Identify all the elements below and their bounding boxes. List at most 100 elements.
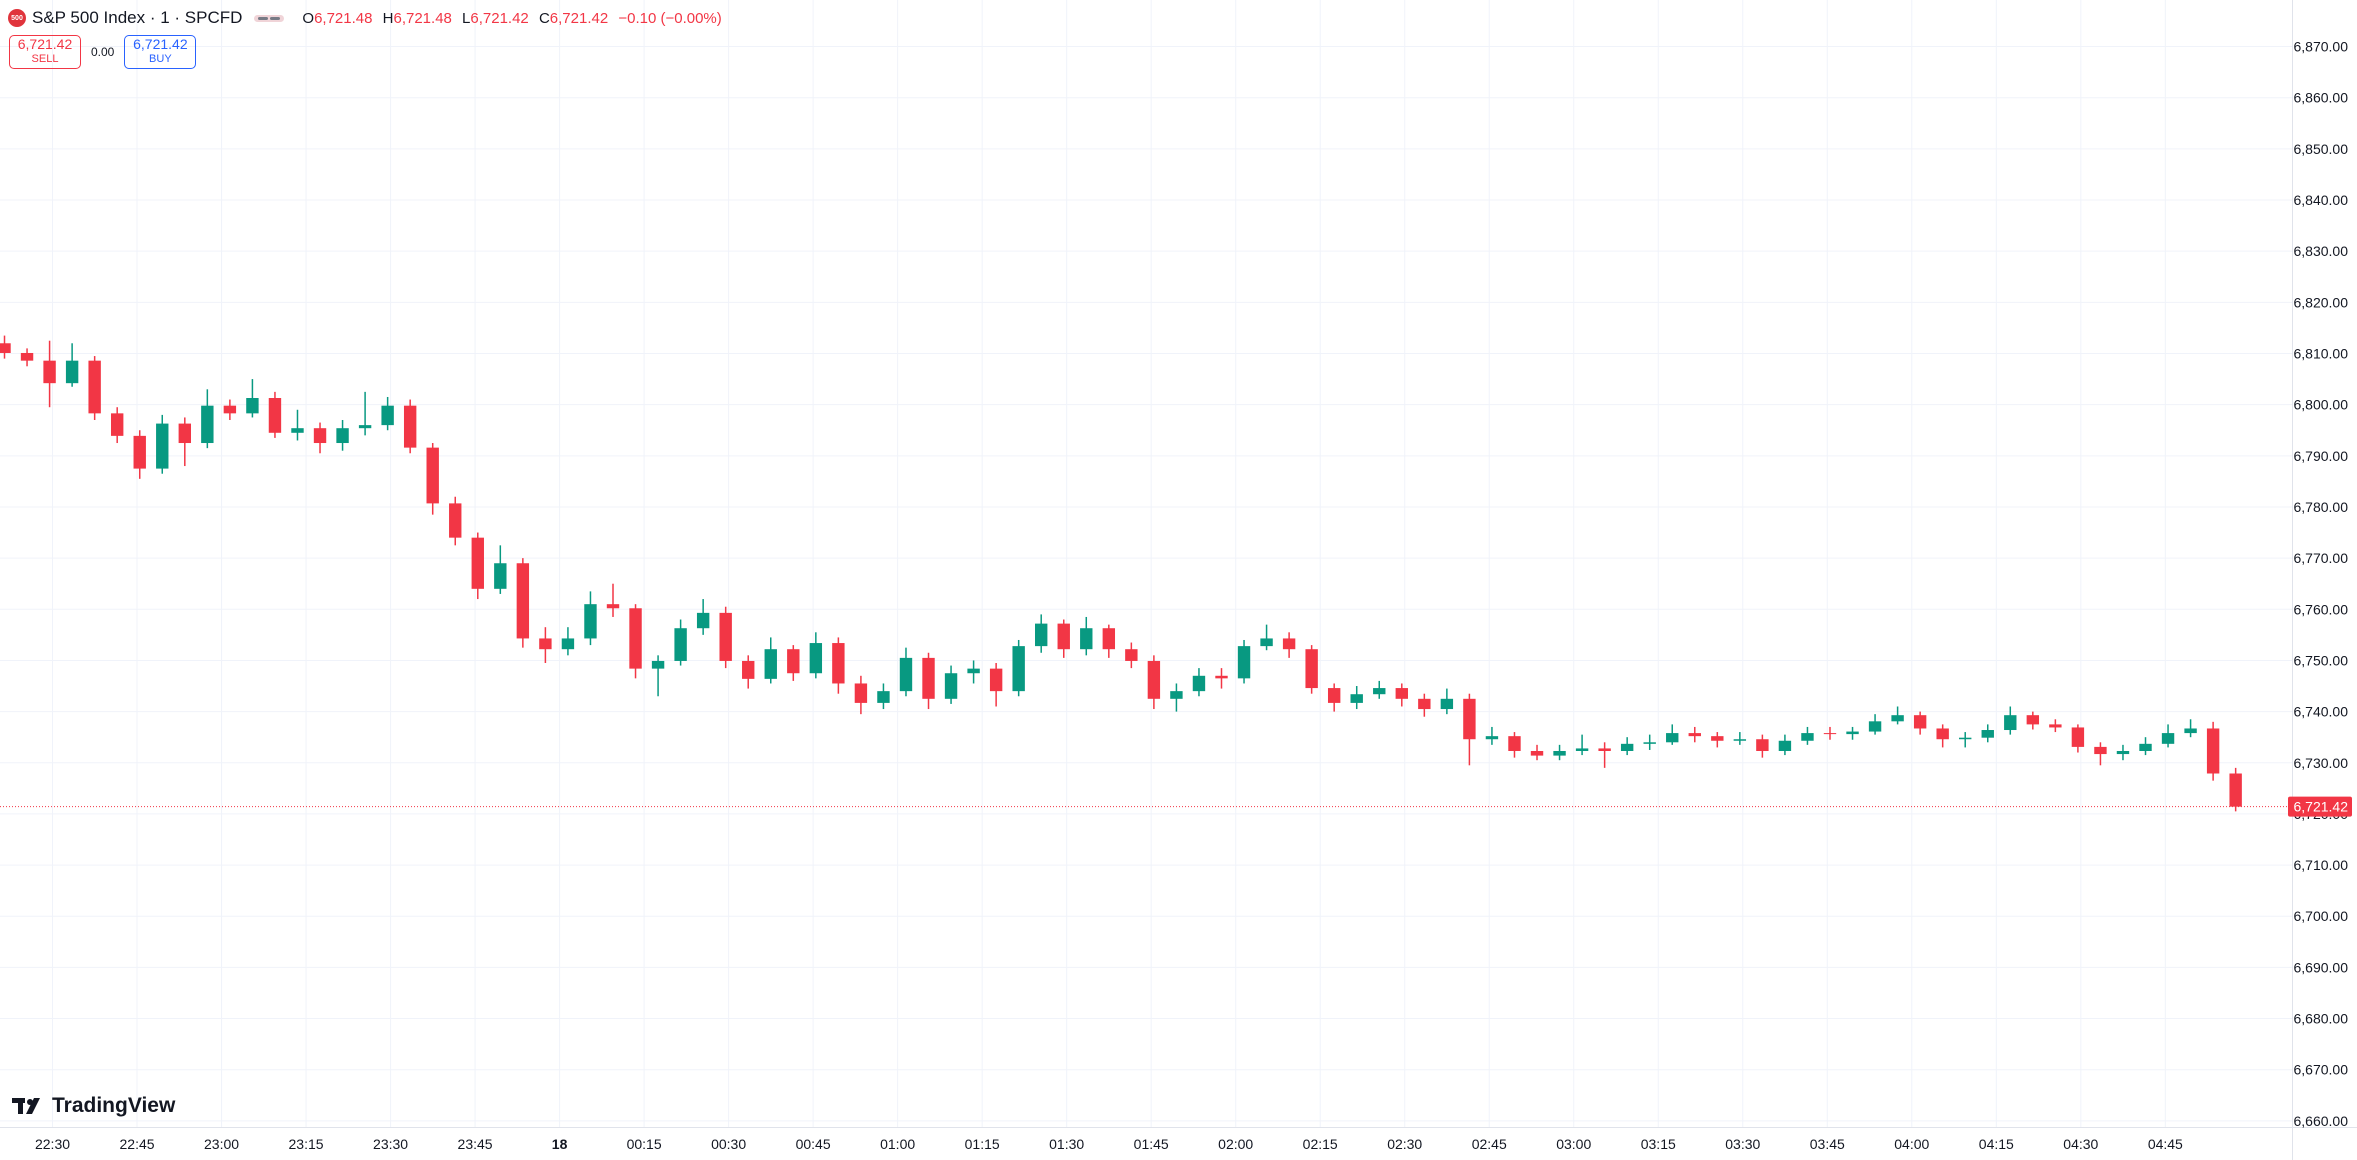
candle-body [449,503,462,538]
buy-label: BUY [149,53,172,65]
candle-body [1440,698,1454,710]
candle-body [43,360,56,384]
y-tick-label: 6,680.00 [2294,1011,2349,1027]
candle-body [1012,646,1025,692]
buy-price: 6,721.42 [133,36,188,52]
y-tick-label: 6,730.00 [2294,755,2349,771]
x-tick-label: 01:15 [965,1136,1000,1152]
candle-body [539,638,552,650]
candle-body [1102,628,1116,650]
x-tick-label: 03:15 [1641,1136,1676,1152]
sell-button[interactable]: 6,721.42 SELL [9,35,81,69]
candle-body [2094,746,2107,755]
candle-body [1170,691,1183,699]
spread: 0.00 [91,45,115,59]
x-tick-label: 01:30 [1049,1136,1084,1152]
candle-body [1711,736,1724,741]
x-tick-label: 01:45 [1134,1136,1169,1152]
candle-body [1147,660,1161,699]
candle-body [0,343,11,353]
y-tick-label: 6,800.00 [2294,397,2349,413]
candle-body [2116,750,2130,755]
x-tick-label: 22:45 [120,1136,155,1152]
candle-body [989,668,1003,692]
candle-body [516,563,530,639]
y-tick-label: 6,840.00 [2294,192,2349,208]
x-tick-label: 23:15 [289,1136,324,1152]
x-tick-label: 04:00 [1894,1136,1929,1152]
y-tick-label: 6,830.00 [2294,243,2349,259]
change: −0.10 (−0.00%) [618,9,722,27]
candle-body [2071,727,2085,747]
y-tick-label: 6,670.00 [2294,1062,2349,1078]
candle-body [787,649,800,674]
y-tick-label: 6,790.00 [2294,448,2349,464]
y-tick-label: 6,700.00 [2294,908,2349,924]
y-tick-label: 6,820.00 [2294,294,2349,310]
candle-body [1868,721,1882,732]
o-value: 6,721.48 [314,9,373,27]
candle-body [1891,715,1904,722]
candle-body [1846,731,1859,735]
candle-body [809,643,823,674]
candle-body [1823,733,1837,735]
candle-body [967,668,980,674]
c-label: C [538,9,550,27]
candle-body [877,691,890,703]
candle-body [88,360,101,414]
x-tick-label: 03:45 [1810,1136,1845,1152]
candle-body [1508,736,1521,751]
x-tick-label: 18 [552,1136,568,1152]
candle-body [291,428,304,433]
y-tick-label: 6,740.00 [2294,704,2349,720]
candle-body [561,638,575,650]
candle-body [223,405,237,414]
candle-body [1418,698,1431,710]
candle-body [1192,675,1206,692]
h-value: 6,721.48 [393,9,452,27]
x-tick-label: 00:15 [627,1136,662,1152]
brand-icon [12,1098,40,1114]
candle-body [2049,724,2062,728]
last-price-tag [2288,796,2352,817]
candle-body [178,423,191,444]
candle-body [426,447,439,504]
symbol-title[interactable]: S&P 500 Index · 1 · SPCFD [32,8,243,27]
candle-body [854,683,868,703]
y-tick-label: 6,870.00 [2294,39,2349,55]
sell-price: 6,721.42 [17,36,73,52]
x-tick-label: 23:30 [373,1136,408,1152]
l-label: L [462,9,471,27]
candle-body [2139,743,2152,751]
candle-body [1598,748,1611,751]
brand[interactable]: TradingView [12,1094,175,1118]
candle-body [336,428,349,444]
ohlc-values: O6,721.48 H6,721.48 L6,721.42 C6,721.42 … [296,10,721,27]
candle-body [201,405,214,444]
x-tick-label: 01:00 [880,1136,915,1152]
candle-body [1215,675,1228,679]
candle-body [1913,715,1927,729]
candle-body [1282,638,1296,650]
candle-body [1959,737,1972,740]
candle-body [313,428,327,444]
candle-body [584,604,597,639]
candle-body [1395,688,1408,699]
candle-body [1778,740,1792,751]
candle-body [1936,728,1949,740]
y-tick-label: 6,690.00 [2294,959,2349,975]
y-tick-label: 6,750.00 [2294,652,2349,668]
x-tick-label: 22:30 [35,1136,70,1152]
visibility-toggle[interactable] [254,14,285,22]
buy-button[interactable]: 6,721.42 BUY [124,35,197,69]
candle-body [899,657,913,692]
x-tick-label: 23:45 [458,1136,493,1152]
x-tick-label: 03:00 [1556,1136,1591,1152]
y-tick-label: 6,660.00 [2294,1113,2349,1129]
candle-body [2026,715,2040,725]
candle-body [1575,748,1589,751]
x-tick-label: 00:30 [711,1136,746,1152]
l-value: 6,721.42 [470,9,529,27]
